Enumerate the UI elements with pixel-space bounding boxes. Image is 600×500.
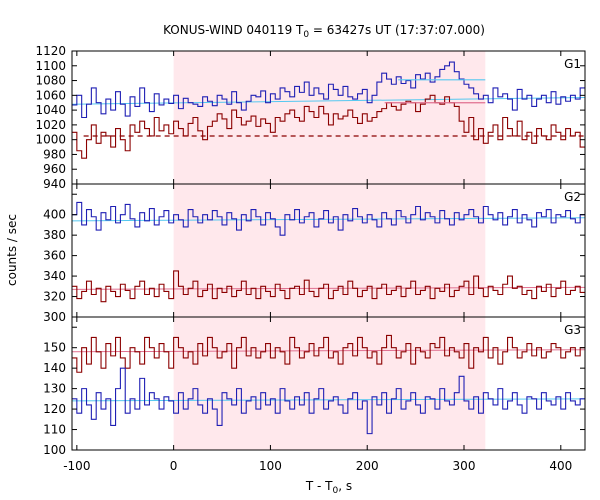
y-tick-label-G3-4: 140 bbox=[43, 361, 66, 375]
y-tick-label-G1-4: 1020 bbox=[35, 118, 66, 132]
x-axis-label: T - T0, s bbox=[305, 479, 352, 496]
panel-label-G1: G1 bbox=[564, 57, 581, 71]
panels-group: 9409609801000102010401060108011001120G13… bbox=[35, 44, 586, 473]
x-tick-label-3: 200 bbox=[356, 459, 379, 473]
series-blue-G2 bbox=[72, 201, 585, 236]
y-tick-label-G1-9: 1120 bbox=[35, 44, 66, 58]
series-red-G1 bbox=[72, 94, 585, 159]
y-tick-label-G3-0: 100 bbox=[43, 443, 66, 457]
blue-fit-line-G1 bbox=[72, 97, 585, 105]
panel-label-G2: G2 bbox=[564, 190, 581, 204]
y-tick-label-G1-3: 1000 bbox=[35, 133, 66, 147]
x-tick-label-1: 0 bbox=[170, 459, 178, 473]
panel-label-G3: G3 bbox=[564, 323, 581, 337]
y-tick-label-G3-2: 120 bbox=[43, 402, 66, 416]
x-tick-label-0: -100 bbox=[63, 459, 90, 473]
series-red-G3 bbox=[72, 334, 585, 373]
y-tick-label-G1-8: 1100 bbox=[35, 59, 66, 73]
highlight-interval-G1 bbox=[173, 51, 486, 184]
x-tick-label-5: 400 bbox=[549, 459, 572, 473]
y-tick-label-G1-0: 940 bbox=[43, 177, 66, 191]
series-red-G2 bbox=[72, 270, 585, 303]
y-tick-label-G1-5: 1040 bbox=[35, 103, 66, 117]
y-tick-label-G2-5: 400 bbox=[43, 208, 66, 222]
y-tick-label-G2-1: 320 bbox=[43, 290, 66, 304]
y-tick-label-G2-4: 380 bbox=[43, 228, 66, 242]
y-axis-label: counts / sec bbox=[5, 214, 19, 286]
blue-fit-line-G3 bbox=[72, 398, 585, 402]
series-blue-G1 bbox=[72, 61, 585, 119]
y-tick-label-G1-1: 960 bbox=[43, 162, 66, 176]
highlight-interval-G3 bbox=[173, 317, 486, 450]
x-tick-label-4: 300 bbox=[453, 459, 476, 473]
chart-title: KONUS-WIND 040119 T0 = 63427s UT (17:37:… bbox=[163, 23, 485, 40]
y-tick-label-G3-1: 110 bbox=[43, 423, 66, 437]
y-tick-label-G3-5: 150 bbox=[43, 341, 66, 355]
y-tick-label-G3-3: 130 bbox=[43, 382, 66, 396]
y-tick-label-G1-7: 1080 bbox=[35, 74, 66, 88]
series-blue-G3 bbox=[72, 367, 585, 435]
highlight-interval-G2 bbox=[173, 184, 486, 317]
x-tick-label-2: 100 bbox=[259, 459, 282, 473]
y-tick-label-G1-6: 1060 bbox=[35, 88, 66, 102]
y-tick-label-G2-3: 360 bbox=[43, 249, 66, 263]
panel-frame-G3 bbox=[71, 316, 586, 451]
y-tick-label-G2-0: 300 bbox=[43, 310, 66, 324]
y-tick-label-G2-2: 340 bbox=[43, 269, 66, 283]
y-tick-label-G1-2: 980 bbox=[43, 147, 66, 161]
